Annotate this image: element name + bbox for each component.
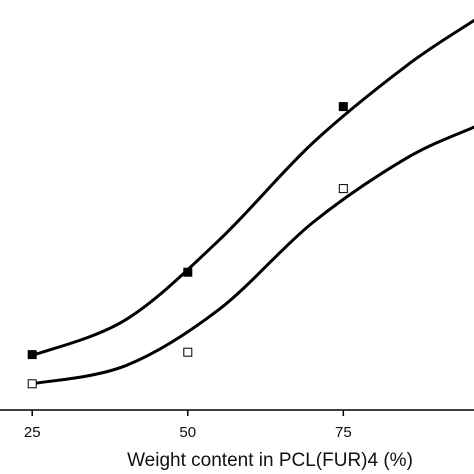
x-tick-label: 50 [179,424,196,441]
fit-curves [30,19,474,386]
filled-square-marker [183,267,193,277]
x-axis-title: Weight content in PCL(FUR)4 (%) [127,450,413,471]
fit-curve-2 [30,125,474,386]
fit-curve-1 [30,19,474,357]
x-ticks: 25 50 75 [24,410,352,441]
data-points [27,102,348,389]
x-tick-label: 75 [335,424,352,441]
open-square-marker [27,379,37,389]
open-square-marker [338,184,348,194]
filled-square-marker [338,102,348,112]
x-tick-label: 25 [24,424,41,441]
filled-square-marker [27,350,37,360]
open-square-marker [183,347,193,357]
